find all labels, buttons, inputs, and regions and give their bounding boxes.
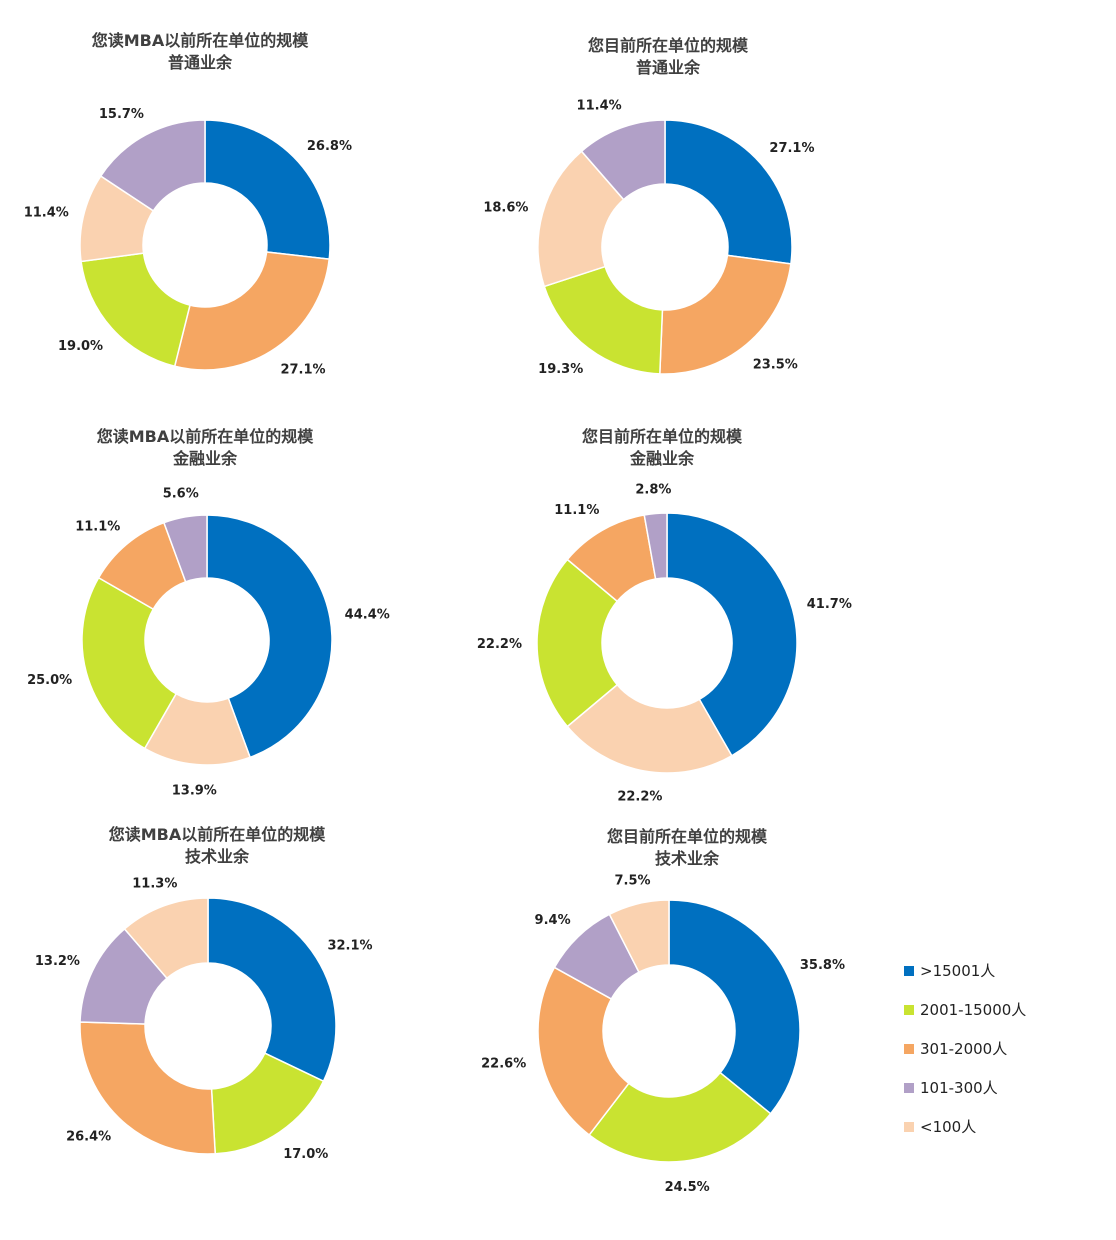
legend-label: >15001人 (920, 962, 995, 980)
donut-slice-over-15001 (668, 899, 801, 1115)
slice-percent-label: 22.2% (477, 637, 522, 652)
chart-title-line: 您目前所在单位的规模 (582, 427, 743, 446)
chart-title: 您目前所在单位的规模普通业余 (588, 36, 749, 77)
donut-slice-under-100 (566, 683, 733, 774)
slice-percent-label: 2.8% (635, 483, 671, 498)
donut-slice-under-100 (608, 899, 670, 974)
chart-title-line: 您读MBA以前所在单位的规模 (92, 31, 310, 50)
donut-slice-301-2000 (659, 254, 792, 375)
donut-slice-101-300 (162, 514, 208, 583)
slice-percent-label: 23.5% (753, 357, 798, 372)
slice-percent-label: 19.0% (58, 339, 103, 354)
donut-slice-2001-15000 (588, 1071, 772, 1163)
slice-percent-label: 27.1% (769, 141, 814, 156)
chart-title-line: 您目前所在单位的规模 (607, 827, 768, 846)
chart-title: 您目前所在单位的规模金融业余 (582, 427, 743, 468)
slice-percent-label: 11.1% (75, 519, 120, 534)
slice-percent-label: 5.6% (163, 486, 199, 501)
legend-swatch (904, 1083, 914, 1093)
charts-layer: 您读MBA以前所在单位的规模普通业余26.8%27.1%19.0%11.4%15… (24, 31, 852, 1195)
legend-swatch (904, 1044, 914, 1054)
donut-slice-2001-15000 (543, 265, 664, 375)
legend-item: <100人 (904, 1118, 976, 1136)
donut-chart-5: 您读MBA以前所在单位的规模技术业余 32.1% 17.0% 26.4% 13.2% 11… (35, 825, 373, 1162)
slice-percent-label: 7.5% (614, 873, 650, 888)
chart-subtitle-line: 金融业余 (172, 449, 238, 468)
slice-percent-label: 13.2% (35, 954, 80, 969)
donut-chart-4: 您目前所在单位的规模金融业余 41.7% 22.2% 22.2% 11.1% 2.8% (477, 427, 852, 805)
donut-chart-2: 您目前所在单位的规模普通业余 27.1% 23.5% 19.3% 18.6% 11.4% (483, 36, 814, 377)
donut-slice-under-100 (123, 897, 209, 980)
donut-slice-301-2000 (173, 251, 331, 371)
slice-percent-label: 18.6% (483, 201, 528, 216)
donut-slice-2001-15000 (81, 576, 178, 750)
chart-title: 您读MBA以前所在单位的规模技术业余 (109, 825, 327, 866)
chart-subtitle-line: 技术业余 (655, 849, 720, 868)
slice-percent-label: 11.4% (24, 205, 69, 220)
legend-item: 101-300人 (904, 1079, 998, 1097)
donut-slice-over-15001 (204, 119, 331, 260)
chart-title: 您读MBA以前所在单位的规模普通业余 (92, 31, 310, 72)
donut-slice-over-15001 (666, 512, 798, 757)
chart-title: 您目前所在单位的规模技术业余 (607, 827, 768, 868)
slice-percent-label: 22.6% (481, 1057, 526, 1072)
slice-percent-label: 44.4% (345, 608, 390, 623)
legend-label: 101-300人 (920, 1079, 998, 1097)
slice-percent-label: 15.7% (99, 107, 144, 122)
donut-chart-1: 您读MBA以前所在单位的规模普通业余 26.8% 27.1% 19.0% 11.4% 15… (24, 31, 352, 377)
donut-chart-3: 您读MBA以前所在单位的规模金融业余 44.4% 13.9% 25.0% 11.1% 5.… (27, 427, 390, 798)
slice-percent-label: 17.0% (283, 1147, 328, 1162)
donut-slice-over-15001 (206, 514, 333, 759)
legend-item: 2001-15000人 (904, 1001, 1026, 1019)
chart-subtitle-line: 普通业余 (636, 58, 701, 77)
legend-label: 2001-15000人 (920, 1001, 1026, 1019)
slice-percent-label: 11.4% (577, 99, 622, 114)
slice-percent-label: 26.4% (66, 1130, 111, 1145)
chart-subtitle-line: 普通业余 (168, 53, 233, 72)
slice-percent-label: 13.9% (172, 783, 217, 798)
donut-slice-301-2000 (537, 966, 630, 1136)
donut-slice-2001-15000 (80, 252, 191, 368)
slice-percent-label: 22.2% (617, 790, 662, 805)
chart-title-line: 您读MBA以前所在单位的规模 (109, 825, 327, 844)
slice-percent-label: 11.1% (554, 503, 599, 518)
donut-slice-101-300 (99, 119, 206, 212)
slice-percent-label: 25.0% (27, 673, 72, 688)
legend-swatch (904, 1122, 914, 1132)
slice-percent-label: 27.1% (280, 362, 325, 377)
chart-title-line: 您读MBA以前所在单位的规模 (97, 427, 315, 446)
donut-slice-101-300 (643, 512, 668, 580)
legend-swatch (904, 966, 914, 976)
legend-swatch (904, 1005, 914, 1015)
donut-slice-2001-15000 (536, 558, 619, 728)
chart-subtitle-line: 金融业余 (629, 449, 695, 468)
slice-percent-label: 9.4% (535, 913, 571, 928)
donut-slice-over-15001 (207, 897, 337, 1083)
donut-slice-101-300 (580, 119, 666, 201)
legend: >15001人 2001-15000人 301-2000人 101-300人 <100人 (904, 962, 1026, 1136)
donut-chart-6: 您目前所在单位的规模技术业余 35.8% 24.5% 22.6% 9.4% 7.5% (481, 827, 845, 1195)
slice-percent-label: 41.7% (807, 597, 852, 612)
legend-item: 301-2000人 (904, 1040, 1007, 1058)
slice-percent-label: 26.8% (307, 139, 352, 154)
donut-slice-over-15001 (664, 119, 793, 265)
slice-percent-label: 32.1% (327, 938, 372, 953)
legend-label: 301-2000人 (920, 1040, 1007, 1058)
chart-subtitle-line: 技术业余 (185, 847, 250, 866)
legend-label: <100人 (920, 1118, 976, 1136)
slice-percent-label: 24.5% (665, 1180, 710, 1195)
slice-percent-label: 35.8% (800, 958, 845, 973)
legend-item: >15001人 (904, 962, 995, 980)
slice-percent-label: 11.3% (132, 877, 177, 892)
chart-title: 您读MBA以前所在单位的规模金融业余 (97, 427, 315, 468)
chart-title-line: 您目前所在单位的规模 (588, 36, 749, 55)
slice-percent-label: 19.3% (538, 362, 583, 377)
donut-slice-301-2000 (79, 1021, 217, 1155)
